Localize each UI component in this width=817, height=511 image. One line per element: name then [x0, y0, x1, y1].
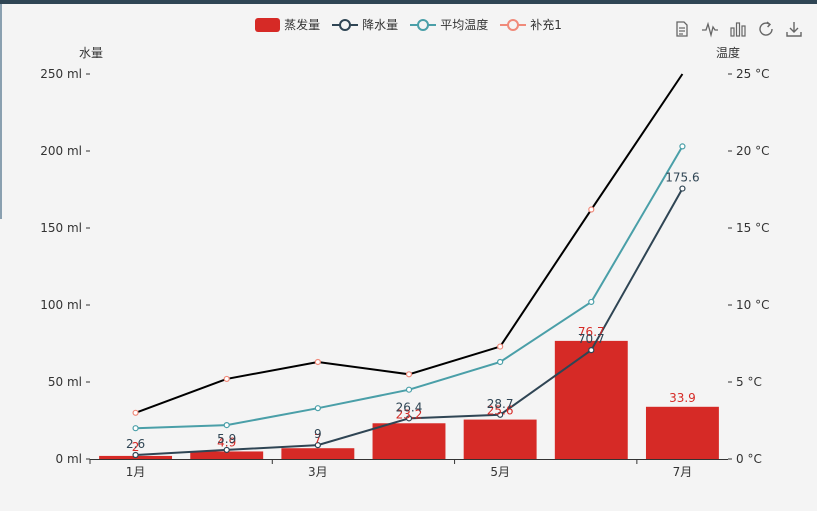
line-point [497, 411, 504, 418]
line-point [588, 206, 595, 213]
bar-evaporation [554, 340, 628, 459]
bar-evaporation [372, 423, 446, 459]
legend-line-swatch [410, 18, 437, 31]
y-left-tick-label: 200 ml [40, 144, 82, 158]
legend-label: 蒸发量 [284, 18, 321, 32]
line-point [497, 343, 504, 350]
line-point [223, 422, 230, 429]
y-right-tick-label: 15 °C [736, 221, 769, 235]
legend-item-supplement[interactable]: 补充1 [500, 16, 562, 33]
bar-evaporation [281, 448, 355, 459]
bar-data-label: 76.7 [578, 325, 605, 339]
bar-data-label: 23.2 [396, 407, 423, 421]
line-point [132, 425, 139, 432]
legend-label: 降水量 [362, 18, 399, 32]
bar-evaporation [463, 419, 537, 459]
line-data-label: 26.4 [396, 400, 423, 414]
bar-evaporation [645, 406, 719, 459]
bar-data-label: 2 [132, 440, 140, 454]
line-data-label: 70.7 [578, 332, 605, 346]
line-data-label: 9 [314, 427, 322, 441]
line-data-label: 28.7 [487, 397, 514, 411]
bar-data-label: 4.9 [217, 435, 236, 449]
y-right-tick-label: 5 °C [736, 375, 762, 389]
line-point [679, 143, 686, 150]
window-top-bar [0, 0, 817, 4]
line-point [588, 298, 595, 306]
x-tick-label: 7月 [673, 465, 693, 479]
line-point [405, 386, 413, 393]
y-right-tick-label: 10 °C [736, 298, 769, 312]
legend-line-swatch [332, 18, 359, 31]
y-left-axis-name: 水量 [79, 46, 103, 60]
line-point [405, 371, 413, 378]
line-point [132, 451, 139, 459]
legend-label: 平均温度 [440, 18, 489, 32]
y-right-tick-label: 0 °C [736, 452, 762, 466]
legend-item-avg-temp[interactable]: 平均温度 [410, 16, 488, 33]
line-point [132, 409, 139, 416]
save-image-icon[interactable] [785, 20, 803, 38]
chart-legend: 蒸发量 降水量 平均温度 补充1 [0, 16, 817, 33]
y-left-tick-label: 0 ml [56, 452, 82, 466]
line-point [679, 185, 686, 192]
line-point [314, 442, 321, 449]
line-point [497, 358, 504, 366]
legend-line-swatch [500, 18, 527, 31]
line-data-label: 2.6 [126, 437, 145, 451]
y-left-tick-label: 250 ml [40, 67, 82, 81]
data-view-icon[interactable] [673, 20, 691, 38]
x-tick-label: 5月 [490, 465, 510, 479]
line-point [588, 347, 595, 354]
y-left-tick-label: 150 ml [40, 221, 82, 235]
line-point [223, 375, 230, 383]
legend-label: 补充1 [530, 18, 562, 32]
y-left-tick-label: 50 ml [48, 375, 82, 389]
bar-evaporation [190, 451, 264, 459]
bar-data-label: 33.9 [669, 391, 696, 405]
legend-item-precipitation[interactable]: 降水量 [332, 16, 398, 33]
left-accent-bar [0, 4, 2, 219]
line-chart-icon[interactable] [701, 20, 719, 38]
x-tick-label: 1月 [126, 465, 146, 479]
y-right-axis-name: 温度 [716, 45, 740, 60]
line-point [314, 358, 321, 366]
bar-chart-icon[interactable] [729, 20, 747, 38]
x-tick-label: 3月 [308, 465, 328, 479]
line-data-label: 5.9 [217, 432, 236, 446]
line-data-label: 175.6 [665, 171, 699, 185]
bar-data-label: 25.6 [487, 404, 514, 418]
legend-bar-swatch [255, 17, 281, 32]
chart-toolbox [673, 20, 803, 38]
y-left-tick-label: 100 ml [40, 298, 82, 312]
line-point [405, 415, 413, 422]
y-right-tick-label: 20 °C [736, 144, 769, 158]
y-right-tick-label: 25 °C [736, 67, 769, 81]
restore-icon[interactable] [757, 20, 775, 38]
legend-item-evaporation[interactable]: 蒸发量 [255, 16, 320, 33]
line-point [223, 446, 230, 454]
bar-data-label: 7 [314, 432, 322, 446]
line-point [314, 405, 321, 412]
